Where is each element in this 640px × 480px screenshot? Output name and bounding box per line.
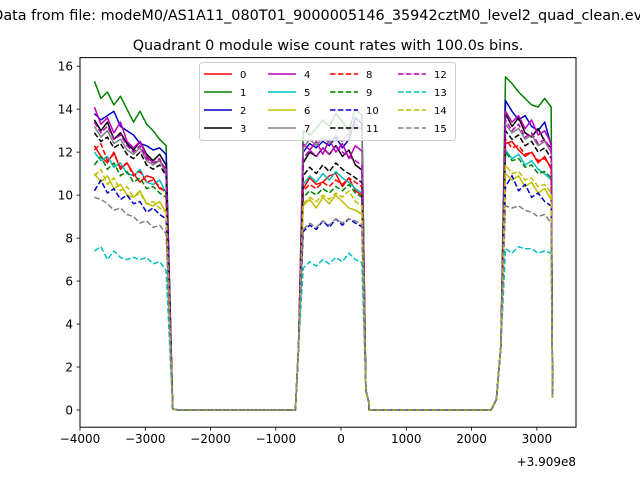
legend-label-12: 12 (434, 70, 447, 81)
legend-label-7: 7 (304, 124, 310, 135)
legend-label-5: 5 (304, 88, 310, 99)
y-tick-label: 4 (65, 317, 73, 331)
legend-label-14: 14 (434, 106, 447, 117)
x-tick-label: 3000 (522, 432, 553, 446)
legend-label-13: 13 (434, 88, 447, 99)
series-line-10 (93, 175, 554, 411)
x-tick-label: 0 (337, 432, 345, 446)
legend-frame (199, 62, 456, 141)
series-line-15 (94, 196, 554, 411)
legend-label-2: 2 (240, 106, 246, 117)
x-axis-offset-label: +3.909e8 (517, 455, 576, 469)
x-axis: −4000 −3000 −2000 −1000 0 1000 2000 3000 (60, 427, 552, 446)
series-line-11 (93, 129, 554, 411)
series-line-0 (93, 140, 554, 411)
series-line-12 (93, 119, 554, 411)
series-line-8 (93, 138, 554, 411)
x-tick-label: −3000 (125, 432, 166, 446)
y-tick-label: 10 (58, 188, 73, 202)
y-tick-label: 16 (58, 59, 73, 73)
legend-label-0: 0 (240, 70, 246, 81)
series-line-13 (93, 245, 554, 411)
series-line-14 (93, 164, 554, 411)
chart-title: Quadrant 0 module wise count rates with … (133, 38, 524, 54)
series-line-6 (93, 172, 554, 411)
y-tick-label: 8 (65, 231, 73, 245)
legend-label-9: 9 (366, 88, 372, 99)
legend-label-11: 11 (366, 124, 379, 135)
x-tick-label: −4000 (60, 432, 101, 446)
legend-label-3: 3 (240, 124, 246, 135)
x-tick-label: −2000 (190, 432, 231, 446)
y-tick-label: 14 (58, 102, 73, 116)
series-line-3 (93, 112, 554, 411)
series-layer (93, 76, 554, 411)
legend-label-8: 8 (366, 70, 372, 81)
y-tick-label: 6 (65, 274, 73, 288)
legend-label-4: 4 (304, 70, 310, 81)
figure-suptitle: Data from file: modeM0/AS1A11_080T01_900… (0, 8, 640, 24)
series-line-2 (93, 99, 554, 411)
x-tick-label: −1000 (255, 432, 296, 446)
legend-label-6: 6 (304, 106, 310, 117)
legend-label-10: 10 (366, 106, 379, 117)
y-tick-label: 0 (65, 403, 73, 417)
y-axis: 0 2 4 6 8 10 12 14 16 (58, 59, 80, 417)
y-tick-label: 2 (65, 360, 73, 374)
legend-label-15: 15 (434, 124, 447, 135)
legend-label-1: 1 (240, 88, 246, 99)
plot-frame (79, 57, 577, 428)
x-tick-label: 1000 (391, 432, 422, 446)
y-tick-label: 12 (58, 145, 73, 159)
series-line-4 (93, 106, 554, 411)
x-tick-label: 2000 (456, 432, 487, 446)
